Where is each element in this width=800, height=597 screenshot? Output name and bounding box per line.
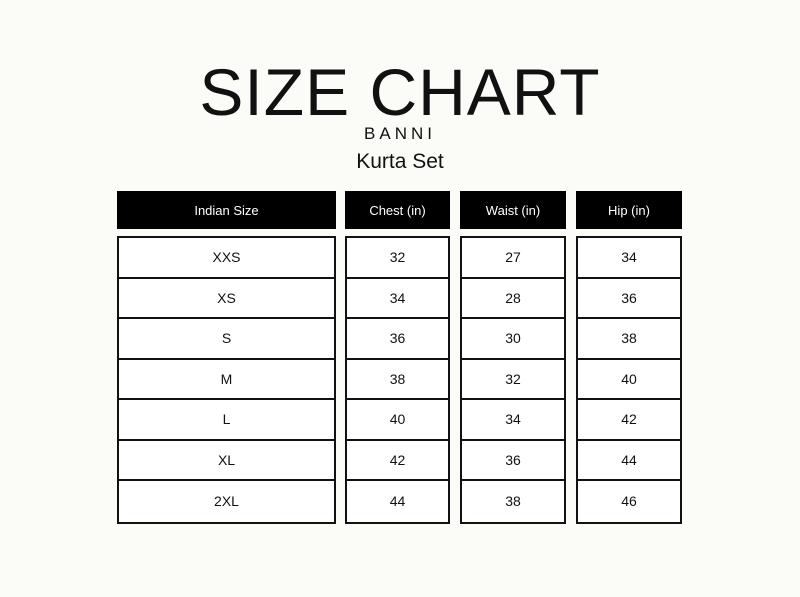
table-cell: XS <box>119 279 334 319</box>
table-cell: 34 <box>578 238 680 279</box>
table-cell: XL <box>119 441 334 481</box>
table-column: Hip (in) 34 36 38 40 42 44 46 <box>576 191 682 524</box>
column-header: Indian Size <box>117 191 336 229</box>
table-cell: 34 <box>347 279 448 319</box>
table-cell: 36 <box>347 319 448 360</box>
column-body: 34 36 38 40 42 44 46 <box>576 236 682 524</box>
table-cell: 38 <box>505 493 521 510</box>
table-cell: 36 <box>578 279 680 319</box>
product-subtitle: Kurta Set <box>356 150 444 173</box>
table-cell: 36 <box>462 441 564 481</box>
table-cell: 30 <box>462 319 564 360</box>
table-cell: 40 <box>578 360 680 400</box>
page-title: SIZE CHART <box>199 55 601 129</box>
table-column: Indian Size XXS XS S M L XL 2XL <box>117 191 336 524</box>
column-header: Hip (in) <box>576 191 682 229</box>
table-column: Waist (in) 27 28 30 32 34 36 38 <box>460 191 566 524</box>
table-cell: 38 <box>347 360 448 400</box>
table-cell: 28 <box>462 279 564 319</box>
table-cell: 42 <box>347 441 448 481</box>
table-cell: 46 <box>621 493 637 510</box>
table-cell: L <box>119 400 334 441</box>
column-header: Chest (in) <box>345 191 450 229</box>
table-cell: 32 <box>462 360 564 400</box>
table-column: Chest (in) 32 34 36 38 40 42 44 <box>345 191 450 524</box>
table-cell: M <box>119 360 334 400</box>
table-cell: 34 <box>462 400 564 441</box>
table-cell: XXS <box>119 238 334 279</box>
table-cell: 32 <box>347 238 448 279</box>
table-cell: S <box>119 319 334 360</box>
table-cell: 27 <box>462 238 564 279</box>
brand-name: BANNI <box>364 124 436 143</box>
table-cell: 40 <box>347 400 448 441</box>
table-cell: 44 <box>389 493 406 510</box>
column-body: 27 28 30 32 34 36 38 <box>460 236 566 524</box>
table-cell: 44 <box>578 441 680 481</box>
table-cell: 42 <box>578 400 680 441</box>
column-body: 32 34 36 38 40 42 44 <box>345 236 450 524</box>
column-header: Waist (in) <box>460 191 566 229</box>
table-cell: 2XL <box>214 493 239 510</box>
column-body: XXS XS S M L XL 2XL <box>117 236 336 524</box>
table-cell: 38 <box>578 319 680 360</box>
